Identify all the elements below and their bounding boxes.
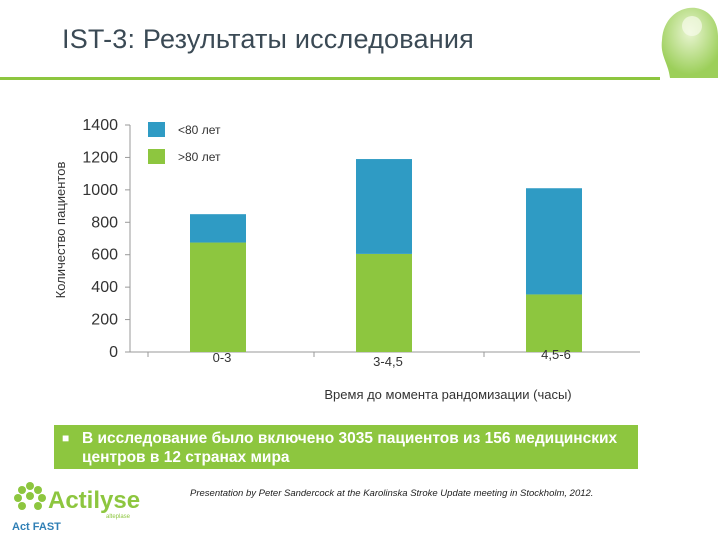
title-divider [0, 77, 660, 80]
y-tick-label: 1400 [82, 117, 118, 134]
legend-swatch [148, 149, 165, 164]
head-profile-icon [661, 7, 718, 78]
y-tick-label: 200 [91, 312, 118, 329]
legend-label: >80 лет [178, 150, 221, 164]
legend-swatch [148, 122, 165, 137]
bullet-icon: ■ [62, 431, 70, 445]
svg-text:alteplase: alteplase [106, 514, 131, 520]
y-tick-label: 1200 [82, 149, 118, 166]
bar-3-4,5-series-0 [356, 253, 412, 352]
bar-0-3-series-1 [190, 214, 246, 243]
bar-3-4,5-series-1 [356, 159, 412, 254]
slide-title: IST-3: Результаты исследования [62, 24, 474, 54]
y-tick-label: 600 [91, 247, 118, 264]
info-text: В исследование было включено 3035 пациен… [82, 430, 618, 466]
svg-text:Act FAST: Act FAST [12, 521, 61, 533]
svg-text:Actilyse: Actilyse [48, 487, 140, 514]
bar-0-3-series-0 [190, 242, 246, 352]
y-tick-label: 800 [91, 214, 118, 231]
y-tick-label: 400 [91, 279, 118, 296]
info-box: ■ В исследование было включено 3035 паци… [54, 425, 638, 469]
bar-4,5-6-series-0 [526, 294, 582, 352]
bar-4,5-6-series-1 [526, 188, 582, 295]
category-label: 4,5-6 [541, 347, 571, 362]
stacked-bar-chart: Количество пациентов 0 200 400 600 800 1000 12… [53, 117, 640, 402]
actilyse-logo: Actilyse alteplase Act FAST [12, 482, 140, 533]
legend-label: <80 лет [178, 123, 221, 137]
y-axis-title: Количество пациентов [53, 162, 68, 299]
x-axis-title: Время до момента рандомизации (часы) [324, 387, 571, 402]
y-tick-label: 0 [109, 344, 118, 361]
category-label: 0-3 [213, 350, 232, 365]
category-label: 3-4,5 [373, 354, 403, 369]
y-tick-label: 1000 [82, 182, 118, 199]
source-note: Presentation by Peter Sandercock at the … [190, 488, 594, 499]
